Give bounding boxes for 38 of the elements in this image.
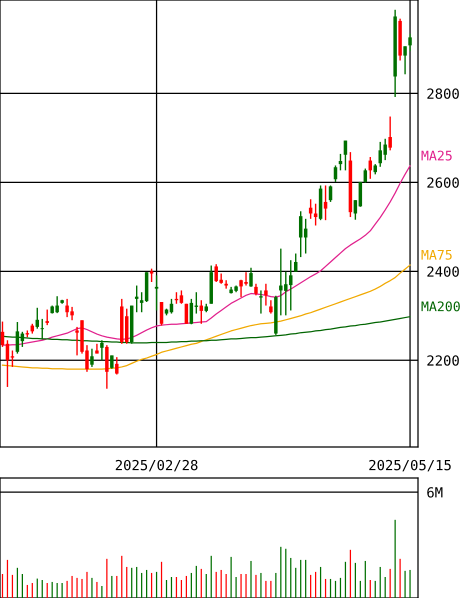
candlestick [254,283,258,296]
candlestick [269,300,273,314]
candlestick [45,308,49,326]
candlestick [150,268,154,283]
x-tick-label: 2025/02/28 [116,460,198,472]
candlestick [328,184,332,203]
candlestick [200,300,204,324]
candlestick [403,46,407,75]
candlestick [364,168,368,184]
series-label: MA25 [422,150,452,161]
candlestick [408,33,412,52]
candlestick [374,163,377,176]
candlestick [134,284,138,313]
candlestick [30,323,34,334]
candlestick [294,252,298,272]
candlestick [160,301,164,326]
candlestick [259,290,263,314]
series-label: MA200 [422,301,460,312]
y-tick-label: 2800 [427,88,459,99]
candlestick [36,307,40,330]
y-tick-label: 6M [427,487,442,498]
candlestick [90,348,94,368]
candlestick [115,356,119,376]
candlestick [110,354,114,370]
y-tick-label: 2200 [427,355,459,366]
candlestick [324,184,328,221]
candlestick [388,116,392,152]
y-tick-label: 2600 [427,177,459,188]
candlestick [344,140,348,172]
candlestick [338,153,342,172]
candlestick [314,203,318,226]
y-tick-label: 2400 [427,266,459,277]
candlestick [308,198,312,220]
x-tick-label: 2025/05/15 [369,460,451,472]
candlestick [264,283,268,306]
series-label: MA75 [422,250,452,260]
candlestick [368,156,372,180]
candlestick [184,303,188,324]
